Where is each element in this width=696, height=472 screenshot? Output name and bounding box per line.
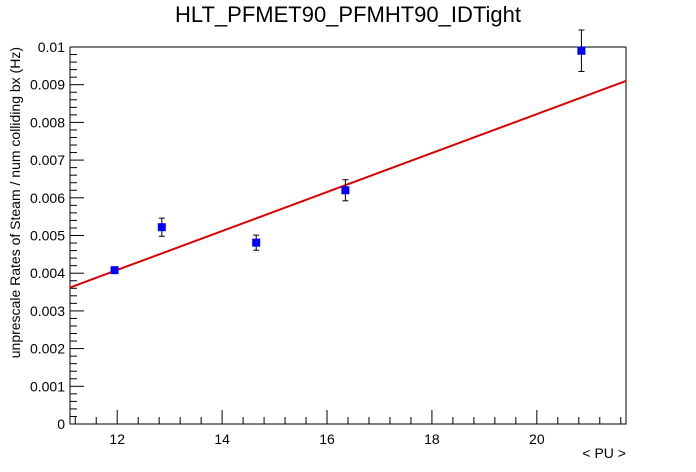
fit-line [69, 79, 627, 289]
data-point [157, 223, 166, 232]
x-tick-label: 16 [319, 431, 335, 447]
data-point [341, 186, 350, 195]
x-tick-label: 12 [109, 431, 125, 447]
y-tick-label: 0.002 [30, 341, 65, 357]
y-tick-label: 0.001 [30, 378, 65, 394]
y-tick-label: 0 [57, 416, 65, 432]
plot-frame [69, 46, 627, 425]
y-axis: 0 0.001 0.002 0.003 0.004 0.005 0.006 0.007 0.00… [30, 39, 84, 432]
y-tick-label: 0.009 [30, 77, 65, 93]
data-points-layer [110, 29, 586, 275]
y-axis-title: unprescale Rates of Steam / num collidin… [7, 47, 23, 358]
x-axis: 12 14 16 18 20 [74, 410, 622, 447]
fit-line-layer [69, 79, 627, 289]
y-tick-label: 0.007 [30, 152, 65, 168]
plot-frame-rect [69, 46, 627, 425]
chart-title: HLT_PFMET90_PFMHT90_IDTight [175, 2, 521, 27]
y-tick-label: 0.003 [30, 303, 65, 319]
y-tick-label: 0.008 [30, 114, 65, 130]
y-tick-label: 0.006 [30, 190, 65, 206]
y-tick-label: 0.005 [30, 228, 65, 244]
x-tick-label: 14 [214, 431, 230, 447]
y-tick-label: 0.01 [38, 39, 65, 55]
data-point [252, 238, 261, 247]
data-point [577, 46, 586, 55]
data-point [110, 266, 119, 275]
y-tick-label: 0.004 [30, 265, 65, 281]
x-axis-title: < PU > [582, 445, 626, 461]
x-tick-label: 18 [424, 431, 440, 447]
x-tick-label: 20 [529, 431, 545, 447]
